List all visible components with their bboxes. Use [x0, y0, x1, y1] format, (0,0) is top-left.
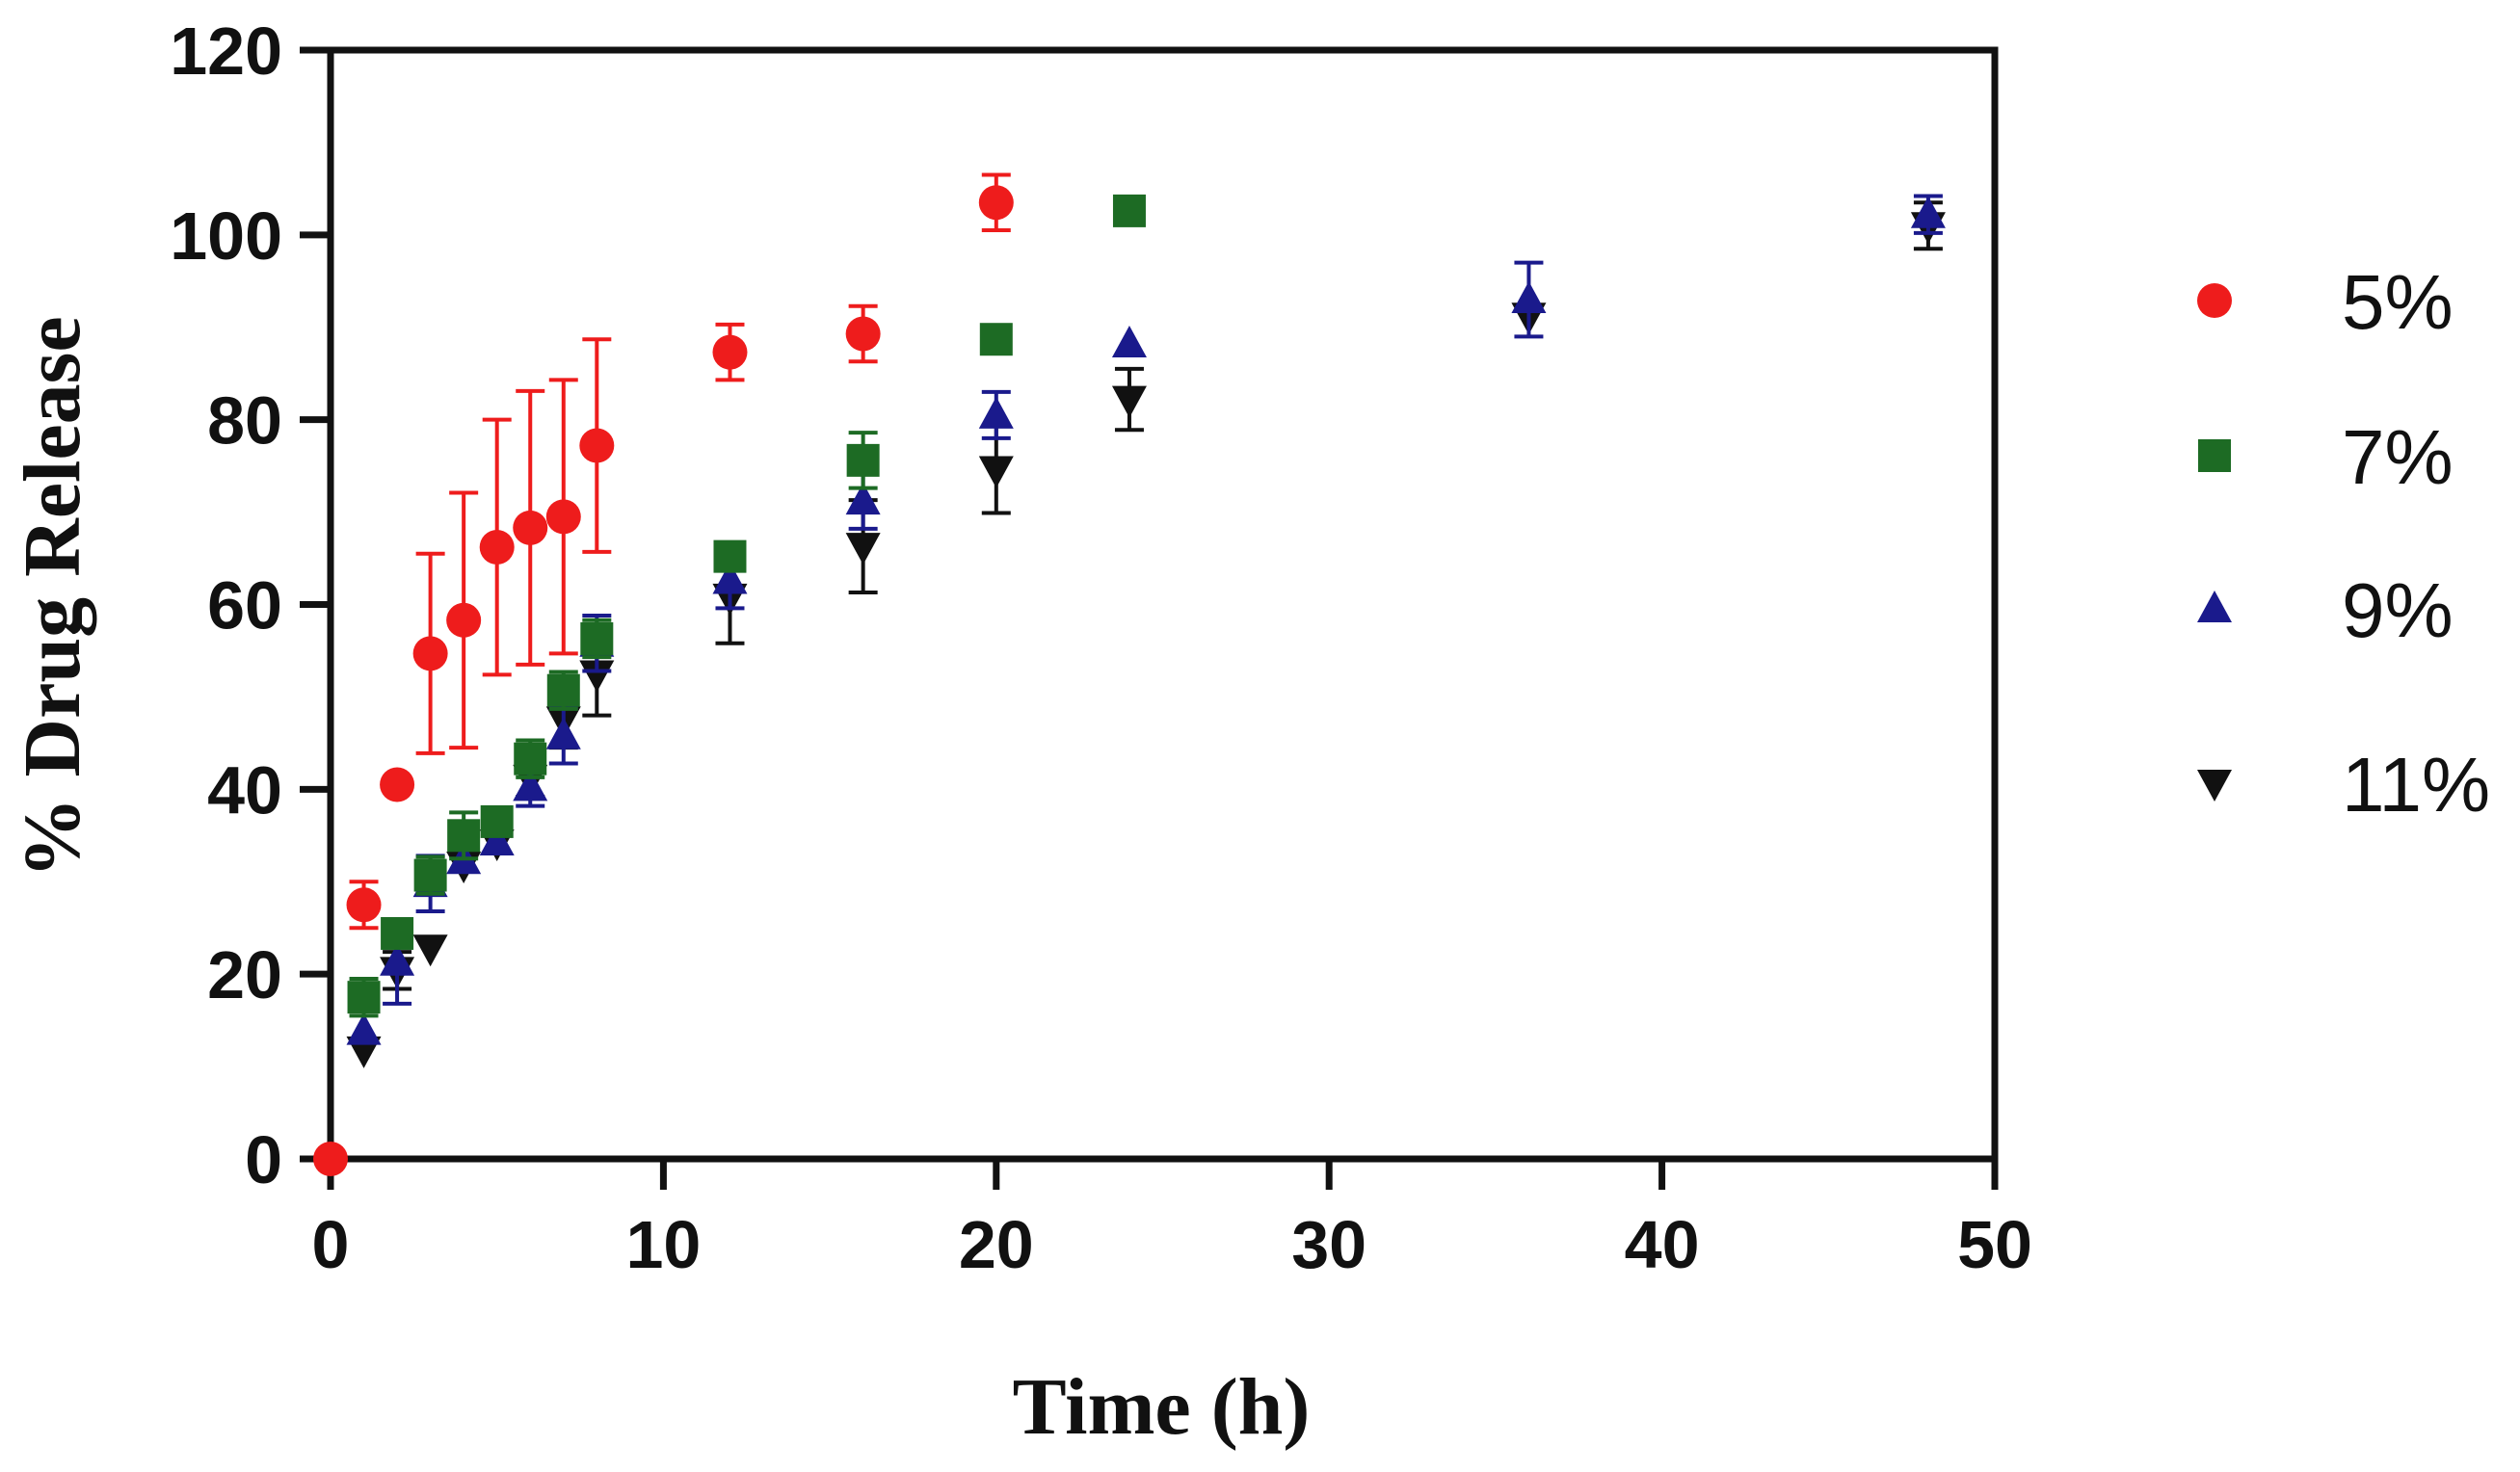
x-tick-label: 40 [1625, 1207, 1700, 1282]
data-point [412, 934, 448, 967]
data-point [446, 602, 482, 638]
data-point [978, 396, 1014, 429]
data-point [513, 510, 548, 545]
legend-item: 5% [2197, 259, 2454, 345]
data-point [845, 316, 881, 352]
legend-label: 7% [2342, 414, 2454, 500]
data-point [580, 621, 614, 655]
x-tick-label: 10 [625, 1207, 701, 1282]
x-tick-label: 50 [1957, 1207, 2032, 1282]
data-point [313, 1142, 348, 1176]
series-5pct [313, 172, 1014, 1176]
legend-label: 11% [2342, 742, 2490, 828]
legend-item: 7% [2198, 414, 2454, 500]
x-tick-label: 30 [1291, 1207, 1366, 1282]
data-point [845, 533, 881, 565]
axes [300, 46, 1999, 1190]
data-point [412, 636, 448, 671]
legend-marker [2197, 770, 2232, 802]
legend-item: 11% [2197, 742, 2490, 828]
legend-marker [2197, 283, 2232, 318]
y-tick-label: 20 [207, 937, 282, 1012]
data-point [1112, 194, 1146, 227]
legend-marker [2197, 591, 2232, 622]
legend-label: 9% [2342, 567, 2454, 653]
data-point [1111, 385, 1147, 418]
data-point [381, 916, 414, 950]
series-7pct [347, 194, 1146, 1018]
x-axis-title: Time (h) [1013, 1362, 1311, 1452]
data-point [479, 824, 515, 856]
data-point [447, 819, 481, 853]
tick-labels: 0 20 40 60 80 100 120 0 10 20 30 40 50 [170, 13, 2032, 1282]
data-point [845, 483, 881, 515]
data-point [380, 943, 415, 976]
data-point [480, 804, 514, 838]
data-point [346, 1012, 382, 1045]
x-tick-label: 20 [959, 1207, 1034, 1282]
legend-marker [2198, 439, 2231, 472]
data-point [513, 769, 548, 802]
y-tick-label: 40 [207, 752, 282, 828]
x-tick-label: 0 [312, 1207, 350, 1282]
data-point [712, 562, 748, 594]
y-tick-label: 100 [170, 198, 282, 274]
y-tick-label: 80 [207, 383, 282, 459]
data-point [846, 443, 880, 477]
data-point [479, 530, 515, 565]
data-point [380, 767, 415, 802]
data-point [979, 323, 1013, 356]
data-point [579, 428, 615, 463]
data-point [514, 742, 547, 775]
legend: 5% 7% 9% 11% [2197, 259, 2490, 828]
data-point [1511, 280, 1547, 313]
data-point [978, 456, 1014, 488]
y-tick-label: 120 [170, 13, 282, 89]
legend-item: 9% [2197, 567, 2454, 653]
data-point [978, 185, 1014, 221]
data-point [545, 717, 581, 749]
data-point [1910, 196, 1946, 228]
y-axis-title: % Drug Release [8, 316, 97, 878]
data-point [546, 673, 580, 707]
plot-frame [327, 46, 1999, 1163]
legend-label: 5% [2342, 259, 2454, 345]
data-point [545, 499, 581, 535]
data-point [346, 887, 382, 923]
data-point [1111, 326, 1147, 358]
data-point [413, 858, 447, 892]
y-tick-label: 0 [245, 1122, 282, 1197]
data-point [713, 539, 747, 573]
y-tick-label: 60 [207, 568, 282, 644]
data-point [712, 334, 748, 370]
data-point [347, 981, 381, 1014]
data-point [579, 660, 615, 693]
data-series [313, 172, 1946, 1176]
